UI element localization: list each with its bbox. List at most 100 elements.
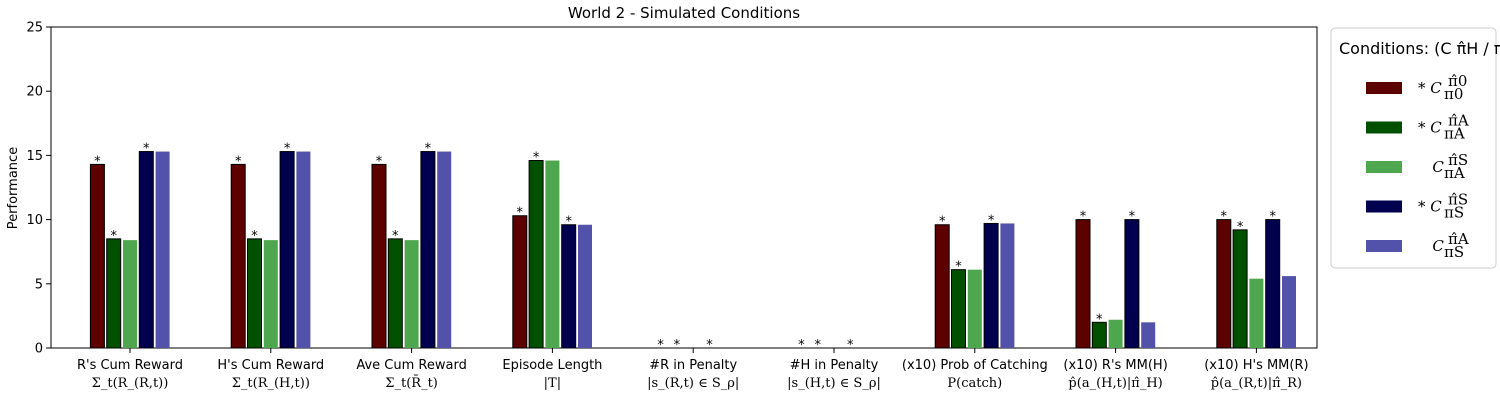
bar (967, 269, 982, 348)
legend-entry-sub: πS (1444, 204, 1464, 222)
legend-swatch (1366, 82, 1402, 94)
chart-title: World 2 - Simulated Conditions (568, 4, 800, 22)
significance-star: * (1096, 312, 1103, 327)
significance-star: * (1237, 220, 1244, 235)
bar (1216, 219, 1232, 349)
x-tick-label: #H in Penalty (790, 358, 879, 373)
x-tick-sublabel: p̂(a_(R,t)|π̂_R) (1211, 376, 1302, 391)
bar (155, 151, 170, 348)
x-tick-label: (x10) Prob of Catching (902, 358, 1048, 373)
significance-star: * (533, 151, 540, 166)
significance-star: * (1221, 210, 1228, 225)
significance-star: * (110, 229, 117, 244)
bar (138, 151, 154, 349)
bar (1249, 278, 1264, 348)
y-tick-label: 15 (26, 149, 43, 164)
significance-star: * (517, 206, 524, 221)
legend-entry-label: * C (1418, 79, 1442, 97)
x-tick-sublabel: Σ_t(R̄_t) (385, 375, 438, 391)
bar (1265, 219, 1281, 349)
x-tick-sublabel: Σ_t(R_(R,t)) (92, 376, 169, 391)
legend-entry-label: * C (1418, 198, 1442, 216)
y-tick-label: 0 (35, 342, 43, 357)
legend-box (1330, 27, 1497, 269)
bar (951, 269, 966, 349)
bar (983, 222, 999, 349)
bar (578, 224, 592, 348)
legend-entry-label: C (1418, 237, 1444, 255)
legend-swatch (1366, 240, 1402, 252)
y-axis-label: Performance (6, 147, 21, 229)
y-tick-label: 20 (26, 85, 43, 100)
x-tick-sublabel: |T| (544, 376, 561, 391)
bar (230, 163, 246, 349)
legend: Conditions: (C π̂H / πH)* Cπ̂0π0* Cπ̂AπA… (1330, 27, 1500, 269)
bar (1124, 219, 1140, 349)
significance-star: * (798, 338, 805, 353)
significance-star: * (847, 338, 854, 353)
legend-entry-sup: π̂S (1448, 151, 1468, 169)
significance-star: * (284, 142, 291, 157)
legend-swatch (1366, 200, 1402, 213)
significance-star: * (1269, 210, 1276, 225)
bar (247, 238, 262, 349)
x-tick-label: H's Cum Reward (217, 358, 324, 373)
y-tick-label: 25 (26, 21, 43, 36)
bar (387, 238, 403, 349)
bar (296, 151, 311, 348)
x-tick-sublabel: P(catch) (947, 376, 1002, 391)
significance-star: * (988, 213, 995, 228)
x-tick-sublabel: Σ_t(R_(H,t)) (232, 376, 310, 391)
legend-entry-sup: π̂A (1448, 112, 1469, 130)
legend-entry-sub: πA (1444, 125, 1465, 143)
significance-star: * (706, 338, 713, 353)
significance-star: * (235, 154, 242, 169)
bar (1091, 321, 1107, 349)
significance-star: * (392, 229, 399, 244)
bar (545, 160, 560, 348)
significance-star: * (425, 142, 432, 157)
bar (1232, 229, 1248, 349)
plot-frame (50, 26, 1318, 349)
bar (1282, 276, 1296, 348)
x-tick-label: (x10) R's MM(H) (1063, 358, 1167, 373)
bar (263, 240, 278, 348)
significance-star: * (814, 338, 821, 353)
legend-entry-sub: πS (1444, 243, 1464, 261)
legend-entry-sup: π̂0 (1448, 72, 1467, 90)
legend-swatch (1366, 121, 1402, 134)
bar (1141, 322, 1156, 348)
legend-entry-label: * C (1418, 119, 1442, 137)
x-tick-label: #R in Penalty (649, 358, 737, 373)
x-tick-label: R's Cum Reward (77, 358, 183, 373)
y-tick-label: 10 (26, 213, 43, 228)
legend-title: Conditions: (C π̂H / πH) (1339, 39, 1500, 58)
x-tick-label: Ave Cum Reward (356, 358, 466, 373)
significance-star: * (939, 215, 946, 230)
legend-entry-sub: π0 (1444, 85, 1463, 103)
significance-star: * (565, 215, 572, 230)
bar (106, 238, 122, 349)
bar (89, 163, 105, 349)
legend-entry-sup: π̂A (1448, 230, 1469, 248)
plot-area: 0 5 10 15 20 25 * * * R's Cum Reward Σ_t(R_(R,t)) *… (26, 21, 1318, 391)
bar (561, 224, 577, 349)
significance-star: * (143, 142, 150, 157)
significance-star: * (376, 154, 383, 169)
significance-star: * (674, 338, 681, 353)
x-tick-sublabel: |s_(R,t) ∈ S_ρ| (647, 376, 739, 391)
significance-star: * (1080, 210, 1087, 225)
significance-star: * (1129, 210, 1136, 225)
legend-swatch (1366, 161, 1402, 173)
bar (528, 160, 544, 349)
bar (279, 151, 295, 349)
legend-entry-sub: πA (1444, 164, 1465, 182)
x-tick-sublabel: p̂(a_(H,t)|π̂_H) (1068, 376, 1162, 391)
significance-star: * (955, 260, 962, 275)
bar (404, 240, 419, 348)
bar (1075, 219, 1091, 349)
significance-star: * (251, 229, 258, 244)
legend-entry-sup: π̂S (1448, 191, 1468, 209)
x-tick-label: Episode Length (502, 358, 602, 373)
significance-star: * (657, 338, 664, 353)
